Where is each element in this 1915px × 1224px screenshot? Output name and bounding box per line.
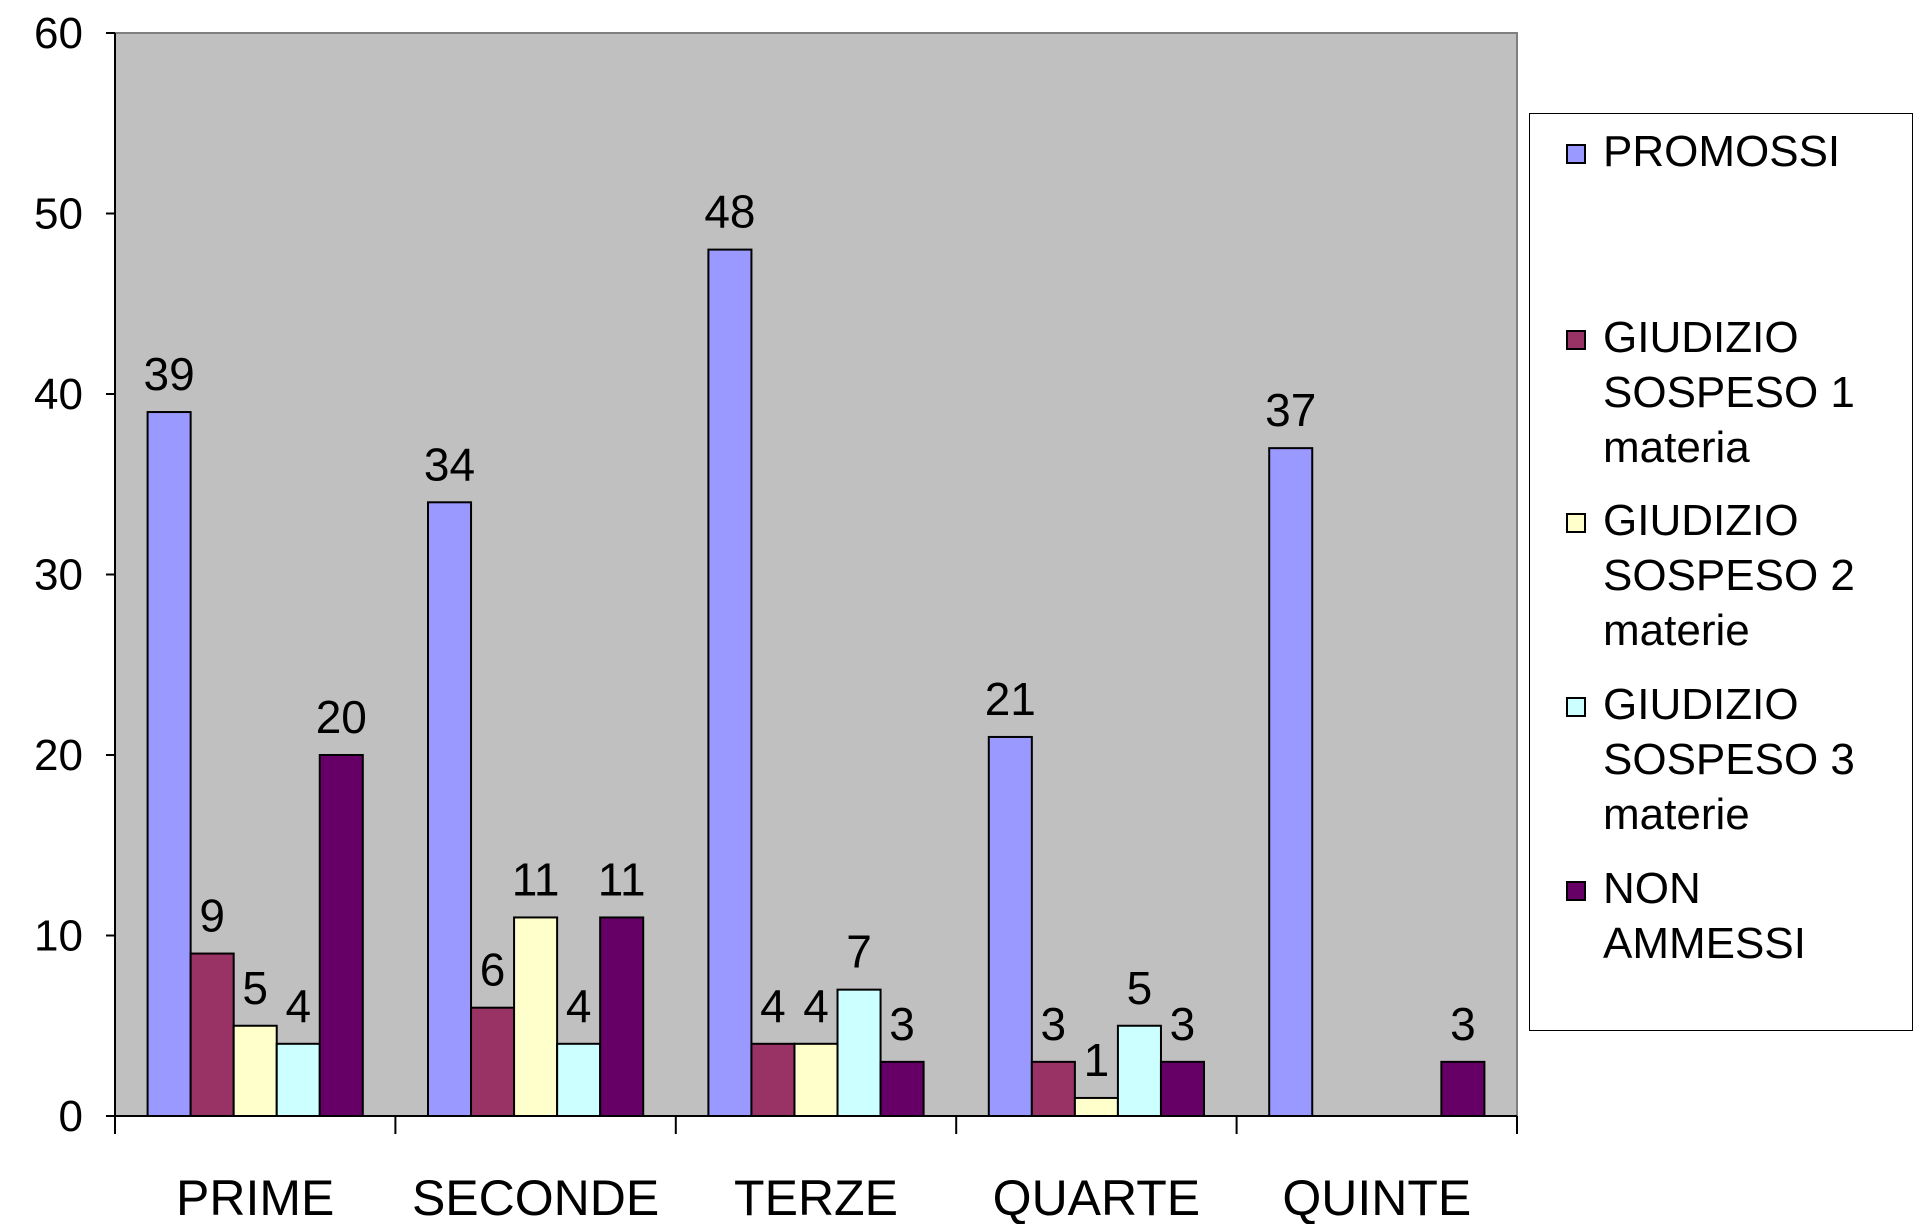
bar bbox=[836, 988, 882, 1118]
data-label: 3 bbox=[1170, 998, 1196, 1050]
data-label: 3 bbox=[889, 998, 915, 1050]
bar bbox=[189, 952, 235, 1117]
y-tick-label: 10 bbox=[34, 912, 83, 961]
data-label: 6 bbox=[480, 944, 506, 996]
legend: PROMOSSI GIUDIZIO SOSPESO 1 materia GIUD… bbox=[1529, 113, 1913, 1031]
x-tick-label: QUARTE bbox=[993, 1170, 1200, 1224]
bar bbox=[1116, 1024, 1162, 1117]
data-label: 48 bbox=[704, 186, 755, 238]
legend-item-promossi: PROMOSSI bbox=[1566, 124, 1840, 179]
data-label: 1 bbox=[1084, 1034, 1110, 1086]
x-tick-label: QUINTE bbox=[1282, 1170, 1471, 1224]
data-label: 11 bbox=[512, 853, 560, 905]
bar bbox=[707, 248, 753, 1118]
data-label: 37 bbox=[1265, 384, 1316, 436]
bar bbox=[599, 916, 645, 1118]
y-tick-label: 50 bbox=[34, 190, 83, 239]
data-label: 7 bbox=[846, 926, 872, 978]
bar bbox=[1030, 1060, 1076, 1117]
bar bbox=[1440, 1060, 1486, 1117]
data-label: 34 bbox=[424, 438, 475, 490]
data-label: 4 bbox=[803, 980, 829, 1032]
legend-swatch-icon bbox=[1566, 881, 1586, 901]
y-tick-label: 30 bbox=[34, 551, 83, 600]
bar bbox=[750, 1042, 796, 1118]
data-label: 5 bbox=[242, 962, 268, 1014]
bar bbox=[1073, 1096, 1119, 1117]
data-label: 3 bbox=[1041, 998, 1067, 1050]
data-label: 39 bbox=[144, 348, 195, 400]
legend-item-sospeso-3: GIUDIZIO SOSPESO 3 materie bbox=[1566, 677, 1855, 842]
legend-item-sospeso-1: GIUDIZIO SOSPESO 1 materia bbox=[1566, 310, 1855, 475]
bar bbox=[793, 1042, 839, 1118]
legend-swatch-icon bbox=[1566, 513, 1586, 533]
y-axis-ticks: 0 10 20 30 40 50 60 bbox=[34, 9, 115, 1141]
legend-label: GIUDIZIO SOSPESO 3 materie bbox=[1603, 680, 1855, 839]
legend-label: GIUDIZIO SOSPESO 2 materie bbox=[1603, 496, 1855, 655]
bar bbox=[1159, 1060, 1206, 1117]
bar bbox=[556, 1042, 602, 1118]
data-label: 3 bbox=[1450, 998, 1476, 1050]
data-label: 21 bbox=[985, 673, 1036, 725]
bar bbox=[879, 1060, 925, 1117]
data-label: 4 bbox=[285, 980, 311, 1032]
legend-swatch-icon bbox=[1566, 697, 1586, 717]
y-tick-label: 20 bbox=[34, 731, 83, 780]
y-tick-label: 60 bbox=[34, 9, 83, 58]
legend-swatch-icon bbox=[1566, 330, 1586, 350]
bar bbox=[232, 1024, 278, 1117]
bar bbox=[275, 1042, 321, 1118]
bar bbox=[146, 411, 192, 1117]
legend-item-non-ammessi: NON AMMESSI bbox=[1566, 861, 1912, 971]
y-tick-label: 40 bbox=[34, 370, 83, 419]
x-axis-ticks: PRIME SECONDE TERZE QUARTE QUINTE bbox=[114, 1116, 1518, 1224]
data-label: 9 bbox=[199, 890, 225, 942]
data-label: 20 bbox=[316, 691, 367, 743]
legend-item-sospeso-2: GIUDIZIO SOSPESO 2 materie bbox=[1566, 493, 1855, 658]
legend-swatch-icon bbox=[1566, 144, 1586, 164]
bars-group bbox=[146, 248, 1486, 1118]
data-label: 11 bbox=[598, 853, 646, 905]
x-tick-label: PRIME bbox=[176, 1170, 334, 1224]
legend-label: PROMOSSI bbox=[1603, 127, 1841, 176]
bar bbox=[318, 754, 364, 1117]
data-label: 4 bbox=[566, 980, 592, 1032]
bar bbox=[513, 916, 559, 1118]
bar bbox=[426, 501, 473, 1117]
data-label: 5 bbox=[1127, 962, 1153, 1014]
legend-label: NON AMMESSI bbox=[1603, 864, 1806, 968]
bar bbox=[987, 735, 1033, 1117]
bar bbox=[1268, 447, 1314, 1117]
legend-label: GIUDIZIO SOSPESO 1 materia bbox=[1603, 313, 1855, 472]
x-tick-label: SECONDE bbox=[412, 1170, 659, 1224]
data-label: 4 bbox=[760, 980, 786, 1032]
x-tick-label: TERZE bbox=[734, 1170, 898, 1224]
bar bbox=[470, 1006, 516, 1118]
y-tick-label: 0 bbox=[59, 1092, 83, 1141]
